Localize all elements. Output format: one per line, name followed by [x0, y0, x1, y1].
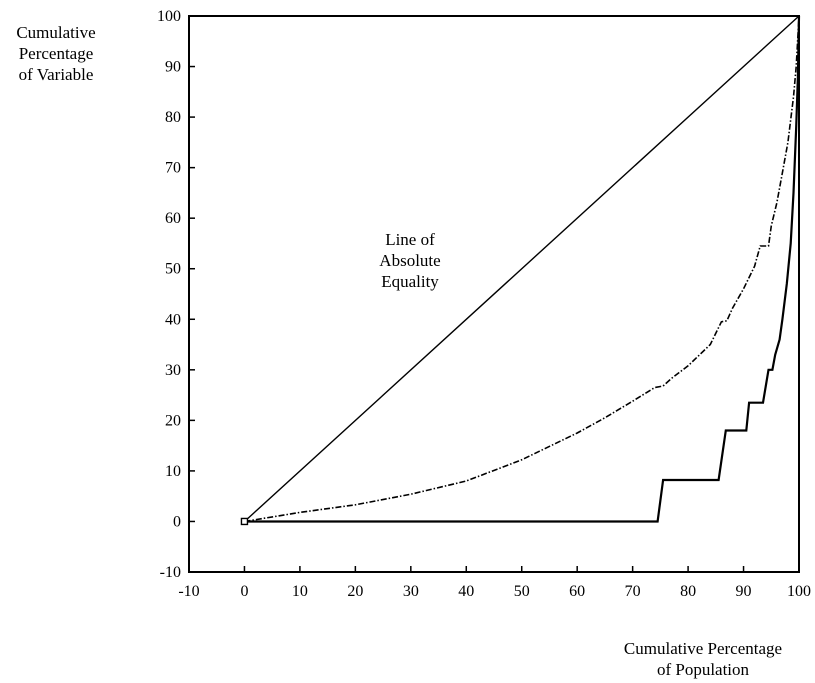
y-tick-label: 90 [165, 59, 181, 76]
x-tick-label: 50 [514, 583, 530, 600]
y-tick-label: 40 [165, 311, 181, 328]
x-axis-label-line-2: of Population [656, 660, 750, 679]
annotation-line-1: Line of [385, 230, 435, 249]
series-line-1 [244, 15, 800, 523]
x-tick-label: 20 [347, 583, 363, 600]
plot-frame [188, 15, 800, 573]
x-tick-label: 90 [736, 583, 752, 600]
x-tick-label: 70 [625, 583, 641, 600]
x-tick-label: 100 [787, 583, 811, 600]
x-tick-label: 60 [569, 583, 585, 600]
y-axis-label-line-2: Percentage [18, 44, 94, 63]
y-tick-label: 30 [165, 362, 181, 379]
x-tick-label: 30 [403, 583, 419, 600]
annotation-line-2: Absolute [379, 251, 441, 270]
x-tick-label: 10 [292, 583, 308, 600]
origin-marker [240, 517, 249, 526]
annotation-line-3: Equality [381, 272, 439, 291]
x-axis-label: Cumulative Percentage of Population [600, 638, 806, 680]
series-line-2 [244, 15, 801, 523]
y-tick-label: 60 [165, 210, 181, 227]
y-tick-label: 20 [165, 412, 181, 429]
y-axis-label-line-3: of Variable [18, 65, 94, 84]
y-tick-label: -10 [160, 564, 181, 581]
equality-line-annotation: Line of Absolute Equality [355, 229, 465, 292]
x-tick-label: 40 [458, 583, 474, 600]
y-tick-label: 100 [157, 8, 181, 25]
y-axis-label: Cumulative Percentage of Variable [6, 22, 106, 85]
y-tick-label: 0 [173, 513, 181, 530]
y-tick-label: 50 [165, 261, 181, 278]
x-tick-label: 80 [680, 583, 696, 600]
x-tick-label: 0 [240, 583, 248, 600]
x-axis-label-line-1: Cumulative Percentage [623, 639, 783, 658]
y-tick-label: 10 [165, 463, 181, 480]
series-line-0 [244, 15, 800, 523]
x-tick-label: -10 [178, 583, 199, 600]
y-tick-label: 80 [165, 109, 181, 126]
y-tick-label: 70 [165, 160, 181, 177]
y-axis-label-line-1: Cumulative [16, 23, 96, 42]
